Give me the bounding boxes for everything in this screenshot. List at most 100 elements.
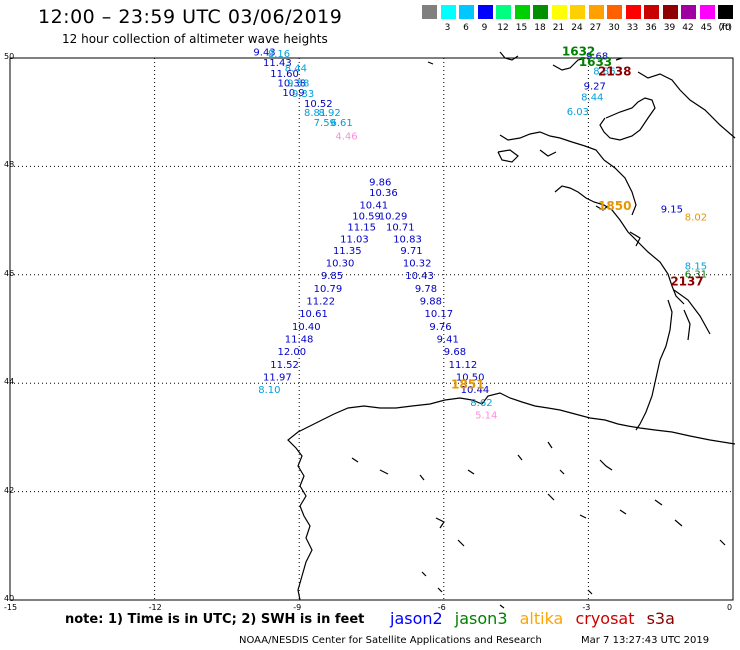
swh-value: 9.33 <box>292 89 314 100</box>
scale-label: 33 <box>626 23 639 33</box>
swh-value: 7.59 <box>314 118 336 129</box>
swh-value: 8.16 <box>268 49 290 60</box>
swh-value: 6.61 <box>331 118 353 129</box>
swh-value: 6.31 <box>685 270 707 281</box>
swh-value: 10.41 <box>359 201 388 212</box>
swh-value: 8.44 <box>581 92 603 103</box>
scale-swatch <box>533 5 548 19</box>
scale-swatch <box>459 5 474 19</box>
swh-value: 10.43 <box>405 271 434 282</box>
satellite-legend: jason2 jason3 altika cryosat s3a <box>390 609 682 628</box>
swh-value: 9.71 <box>400 246 422 257</box>
lon-tick-label: -3 <box>582 603 591 612</box>
swh-value: 9.43 <box>253 47 275 58</box>
track-time-label: 1633 <box>579 55 612 69</box>
lat-tick-label: 44 <box>4 377 15 387</box>
legend-s3a: s3a <box>646 609 675 628</box>
legend-jason2: jason2 <box>390 609 443 628</box>
swh-value: 10.52 <box>304 99 333 110</box>
scale-label: 18 <box>534 23 546 33</box>
swh-value: 8.02 <box>685 213 707 224</box>
scale-swatch <box>718 5 733 19</box>
swh-value: 8.10 <box>258 385 280 396</box>
scale-label: 30 <box>608 23 620 33</box>
scale-label: 21 <box>552 23 565 33</box>
scale-swatch <box>551 5 567 19</box>
lat-lon-grid <box>9 57 734 601</box>
scale-label: 3 <box>444 23 451 33</box>
swh-value: 10.59 <box>352 212 381 223</box>
lon-tick-label: -6 <box>437 603 446 612</box>
scale-unit: (ft) <box>718 23 733 33</box>
swh-value: 10.9 <box>282 88 304 99</box>
swh-value: 10.38 <box>278 79 307 90</box>
swh-value: 9.68 <box>586 52 608 63</box>
swh-value: 6.03 <box>567 107 589 118</box>
swh-value: 9.86 <box>369 177 391 188</box>
map-frame <box>9 57 734 601</box>
scale-swatch <box>699 5 715 19</box>
legend-cryosat: cryosat <box>575 609 635 628</box>
scale-label: 42 <box>682 23 694 33</box>
swh-value: 10.32 <box>403 259 432 270</box>
lon-tick-label: 0 <box>727 603 733 612</box>
scale-swatch <box>422 5 437 19</box>
scale-label: 45 <box>700 23 713 33</box>
swh-value: 11.60 <box>270 69 299 80</box>
swh-value: 11.52 <box>270 360 299 371</box>
scale-swatch <box>607 5 622 19</box>
scale-label: 6 <box>463 23 469 33</box>
lon-tick-label: -9 <box>293 603 302 612</box>
scale-label: 12 <box>497 23 509 33</box>
scale-label: 9 <box>481 23 488 33</box>
swh-value: 11.97 <box>263 372 292 383</box>
swh-value: 12.00 <box>278 347 307 358</box>
scale-swatch <box>477 5 493 19</box>
swh-value: 10.83 <box>393 234 422 245</box>
swh-value: 9.78 <box>415 284 437 295</box>
lon-tick-label: -12 <box>148 603 162 612</box>
swh-value: 11.12 <box>449 360 478 371</box>
scale-label: 24 <box>571 23 583 33</box>
footer: NOAA/NESDIS Center for Satellite Applica… <box>239 635 709 646</box>
lat-tick-label: 48 <box>4 160 15 170</box>
swh-value: 11.15 <box>347 222 376 233</box>
swh-value: 4.46 <box>335 131 357 142</box>
scale-swatch <box>662 5 678 19</box>
scale-swatch <box>644 5 659 19</box>
coastline <box>287 51 736 609</box>
swh-value: 10.61 <box>299 309 328 320</box>
page-title: 12:00 – 23:59 UTC 03/06/2019 <box>38 6 343 28</box>
swh-value: 11.03 <box>340 234 369 245</box>
scale-label: 39 <box>663 23 676 33</box>
lat-tick-label: 40 <box>4 594 15 603</box>
track-time-label: 1851 <box>451 378 484 392</box>
swh-value: 9.88 <box>420 297 442 308</box>
swh-value: 9.27 <box>584 81 606 92</box>
note-text: note: 1) Time is in UTC; 2) SWH is in fe… <box>65 612 365 627</box>
swh-value: 11.43 <box>263 58 292 69</box>
swh-value: 9.76 <box>429 322 451 333</box>
swh-values: 9.438.1611.438.4411.6010.389.5810.99.331… <box>253 47 707 421</box>
swh-value: 10.17 <box>425 309 454 320</box>
swh-value: 10.50 <box>456 372 485 383</box>
scale-swatch <box>514 5 530 19</box>
scale-label: 15 <box>515 23 528 33</box>
swh-value: 9.15 <box>661 204 683 215</box>
lat-tick-label: 46 <box>4 268 15 278</box>
scale-swatch <box>625 5 641 19</box>
swh-value: 8.15 <box>685 261 707 272</box>
scale-label: 36 <box>645 23 657 33</box>
lat-tick-label: 42 <box>4 485 15 495</box>
scale-swatch <box>681 5 696 19</box>
swh-value: 10.44 <box>461 385 490 396</box>
scale-swatch <box>440 5 456 19</box>
lat-tick-label: 50 <box>4 52 15 61</box>
track-time-label: 1850 <box>598 199 631 213</box>
swh-value: 9.58 <box>287 79 309 90</box>
lon-tick-label: -15 <box>4 603 18 612</box>
swh-value: 9.68 <box>444 347 466 358</box>
legend-altika: altika <box>519 609 564 628</box>
swh-value: 9.85 <box>321 271 343 282</box>
footer-center: NOAA/NESDIS Center for Satellite Applica… <box>239 635 542 646</box>
